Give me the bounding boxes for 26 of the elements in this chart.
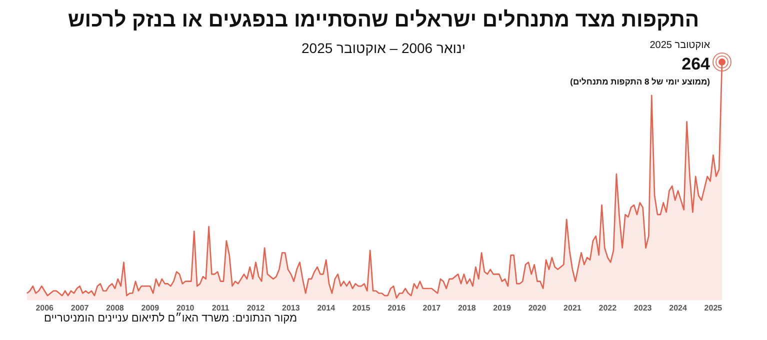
- chart-title: התקפות מצד מתנחלים ישראלים שהסתיימו בנפגעים או בנזק לרכוש: [68, 8, 700, 32]
- x-tick-label: 2013: [282, 303, 300, 312]
- x-tick-label: 2014: [317, 303, 336, 312]
- x-tick-label: 2019: [493, 303, 512, 312]
- x-tick-label: 2009: [141, 303, 160, 312]
- x-tick-label: 2023: [634, 303, 652, 312]
- x-tick-label: 2011: [212, 303, 230, 312]
- annotation: 264: [682, 54, 711, 74]
- x-tick-label: 2022: [598, 303, 618, 312]
- x-tick-label: 2006: [36, 303, 54, 312]
- x-tick-label: 2007: [70, 303, 90, 312]
- x-tick-label: 2024: [669, 303, 688, 312]
- text: מקור הנתונים: משרד האו״ם לתיאום עניינים הומניטריים: [44, 312, 298, 325]
- x-tick-label: 2018: [458, 303, 476, 312]
- x-tick-label: 2015: [352, 303, 371, 312]
- x-tick-label: 2016: [388, 303, 406, 312]
- x-tick-label: 2017: [422, 303, 442, 312]
- x-tick-label: 2020: [528, 303, 547, 312]
- x-tick-label: 2008: [106, 303, 124, 312]
- x-tick-label: 2025: [704, 303, 723, 312]
- x-tick-label: 2012: [246, 303, 266, 312]
- x-tick-label: 2021: [564, 303, 582, 312]
- chart-subtitle: ינואר 2006 – אוקטובר 2025: [302, 40, 466, 56]
- x-tick-label: 2010: [176, 303, 195, 312]
- text: אוקטובר 2025: [650, 40, 711, 51]
- annotation: (ממוצע יומי של 8 התקפות מתנחלים): [570, 76, 710, 86]
